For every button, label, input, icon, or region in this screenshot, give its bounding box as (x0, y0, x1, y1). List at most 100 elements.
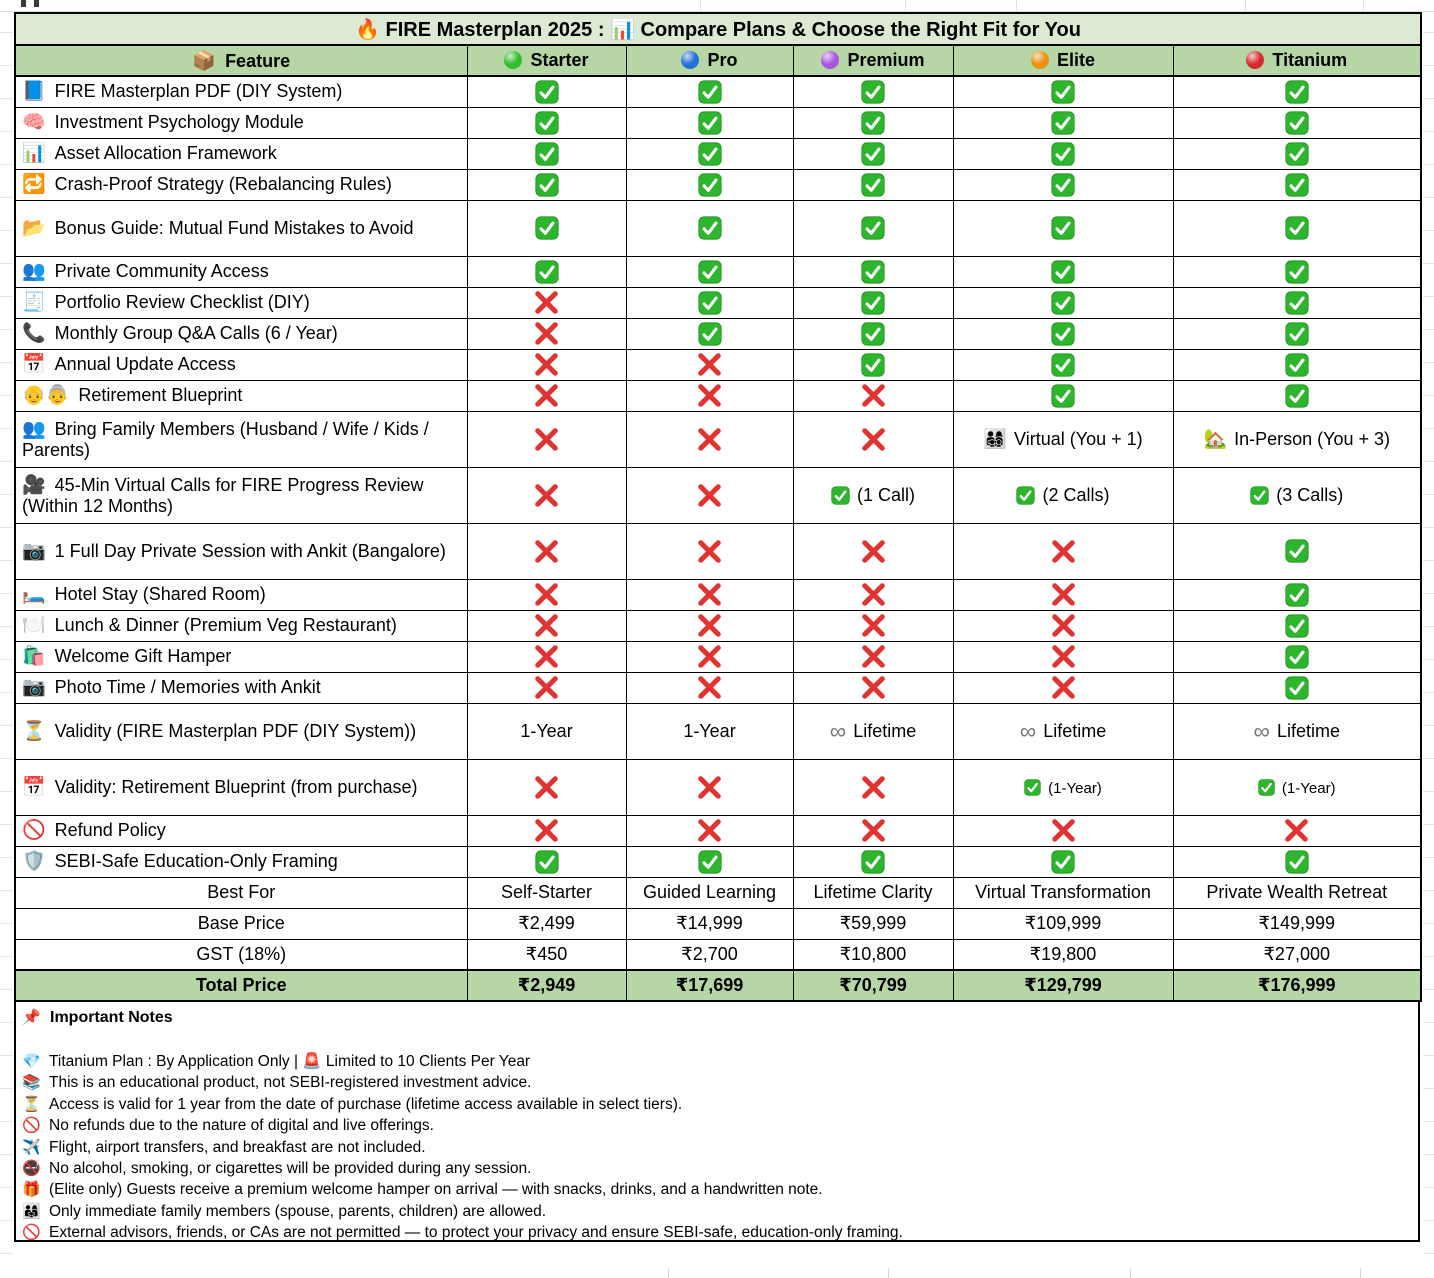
column-header-row: 📦 Feature Starter Pro Premium Elite Titan… (14, 44, 1422, 77)
gem-icon: 💎 (22, 1053, 41, 1070)
cross-icon (535, 819, 558, 842)
family-icon: 👨‍👩‍👧 (22, 1202, 41, 1220)
infinity-icon: ∞ (1253, 717, 1270, 744)
column-header-titanium: Titanium (1172, 44, 1422, 77)
value-text: Lifetime (853, 720, 917, 741)
check-with-note-cell: (2 Calls) (952, 466, 1174, 524)
note-text: Access is valid for 1 year from the date… (49, 1095, 683, 1113)
excluded-cross-cell (625, 410, 794, 468)
excluded-cross-cell (625, 671, 794, 704)
included-check-cell (1172, 379, 1422, 412)
included-check-cell (625, 168, 794, 201)
feature-label: Investment Psychology Module (54, 112, 304, 132)
background-gridline (668, 1268, 669, 1278)
lifetime-cell: ∞ Lifetime (1172, 702, 1422, 760)
cross-icon (698, 583, 721, 606)
check-icon (1051, 259, 1075, 284)
included-check-cell (625, 286, 794, 319)
value-text: Lifetime (1276, 720, 1340, 741)
feature-label: Crash-Proof Strategy (Rebalancing Rules) (54, 174, 392, 194)
summary-value-cell: ₹14,999 (625, 907, 794, 940)
feature-row: 📷 Photo Time / Memories with Ankit (14, 671, 1422, 704)
included-check-cell (466, 255, 627, 288)
summary-value-cell: ₹19,800 (952, 938, 1174, 971)
column-header-premium: Premium (792, 44, 954, 77)
included-check-cell (792, 845, 954, 878)
included-check-cell (1172, 640, 1422, 673)
value-text: (1-Year) (1281, 779, 1336, 797)
feature-label-cell: 📅 Validity: Retirement Blueprint (from pu… (14, 758, 468, 816)
community-icon: 👥 (22, 418, 46, 440)
cross-icon (861, 614, 885, 637)
feature-label: Bring Family Members (Husband / Wife / K… (22, 418, 429, 460)
cross-icon (861, 583, 885, 606)
check-icon (1285, 352, 1309, 377)
camera-icon: 📷 (22, 540, 46, 562)
feature-row: 📂 Bonus Guide: Mutual Fund Mistakes to Av… (14, 199, 1422, 257)
check-icon (1051, 290, 1075, 315)
blue-book-icon: 📘 (22, 81, 46, 103)
cross-icon (535, 539, 558, 563)
shield-icon: 🛡️ (22, 851, 46, 872)
excluded-cross-cell (625, 640, 794, 673)
house-icon: 🏡 (1203, 429, 1228, 450)
excluded-cross-cell (466, 522, 627, 580)
check-icon (697, 172, 722, 197)
check-icon (1285, 539, 1309, 563)
feature-label-cell: 📷 Photo Time / Memories with Ankit (14, 671, 468, 704)
excluded-cross-cell (792, 379, 954, 412)
excluded-cross-cell (952, 522, 1174, 580)
cross-icon (535, 384, 558, 407)
excluded-cross-cell (466, 317, 627, 350)
included-check-cell (792, 348, 954, 381)
check-icon (697, 321, 722, 346)
folder-icon: 📂 (22, 217, 46, 239)
summary-value-cell: Guided Learning (625, 876, 794, 909)
cross-icon (535, 645, 558, 668)
background-gridline (1130, 1268, 1131, 1278)
cross-icon (698, 539, 721, 563)
included-check-cell (792, 168, 954, 201)
check-icon (534, 80, 559, 104)
feature-label-cell: 🎥 45-Min Virtual Calls for FIRE Progress … (14, 466, 468, 524)
included-check-cell (1172, 255, 1422, 288)
excluded-cross-cell (952, 814, 1174, 847)
excluded-cross-cell (466, 609, 627, 642)
feature-row: 👴👵 Retirement Blueprint (14, 379, 1422, 412)
feature-label: Monthly Group Q&A Calls (6 / Year) (54, 323, 338, 343)
note-text: Titanium Plan : By Application Only | 🚨 … (49, 1053, 531, 1070)
excluded-cross-cell (466, 578, 627, 611)
check-icon (861, 290, 885, 315)
retired-couple-icon: 👴👵 (22, 385, 70, 406)
cross-icon (1051, 614, 1075, 637)
column-header-elite: Elite (952, 44, 1174, 77)
pushpin-icon: 📌 (22, 1009, 41, 1026)
cross-icon (861, 384, 885, 407)
excluded-cross-cell (792, 522, 954, 580)
check-icon (1285, 172, 1309, 197)
cross-icon (535, 427, 558, 451)
summary-row: GST (18%) ₹450 ₹2,700 ₹10,800 ₹19,800 ₹27,000 (14, 938, 1422, 971)
excluded-cross-cell (792, 814, 954, 847)
check-icon (697, 80, 722, 104)
summary-value-cell: ₹17,699 (625, 969, 794, 1002)
cross-icon (698, 819, 721, 842)
included-check-cell (466, 106, 627, 139)
cross-icon (535, 775, 558, 799)
excluded-cross-cell (792, 578, 954, 611)
note-text: This is an educational product, not SEBI… (49, 1074, 532, 1092)
summary-value-cell: ₹2,499 (466, 907, 627, 940)
summary-value-cell: ₹129,799 (952, 969, 1174, 1002)
feature-label-cell: 📷 1 Full Day Private Session with Ankit (… (14, 522, 468, 580)
infinity-icon: ∞ (829, 717, 847, 744)
check-icon (1024, 779, 1041, 796)
background-gridline (700, 0, 701, 12)
excluded-cross-cell (625, 609, 794, 642)
check-icon (1258, 779, 1275, 796)
cross-icon (698, 483, 721, 507)
lifetime-cell: ∞ Lifetime (952, 702, 1174, 760)
background-gridline (1245, 0, 1246, 12)
note-item: 🎁 (Elite only) Guests receive a premium w… (22, 1179, 1410, 1200)
note-text: Only immediate family members (spouse, p… (49, 1202, 547, 1220)
feature-label: Welcome Gift Hamper (54, 646, 232, 666)
